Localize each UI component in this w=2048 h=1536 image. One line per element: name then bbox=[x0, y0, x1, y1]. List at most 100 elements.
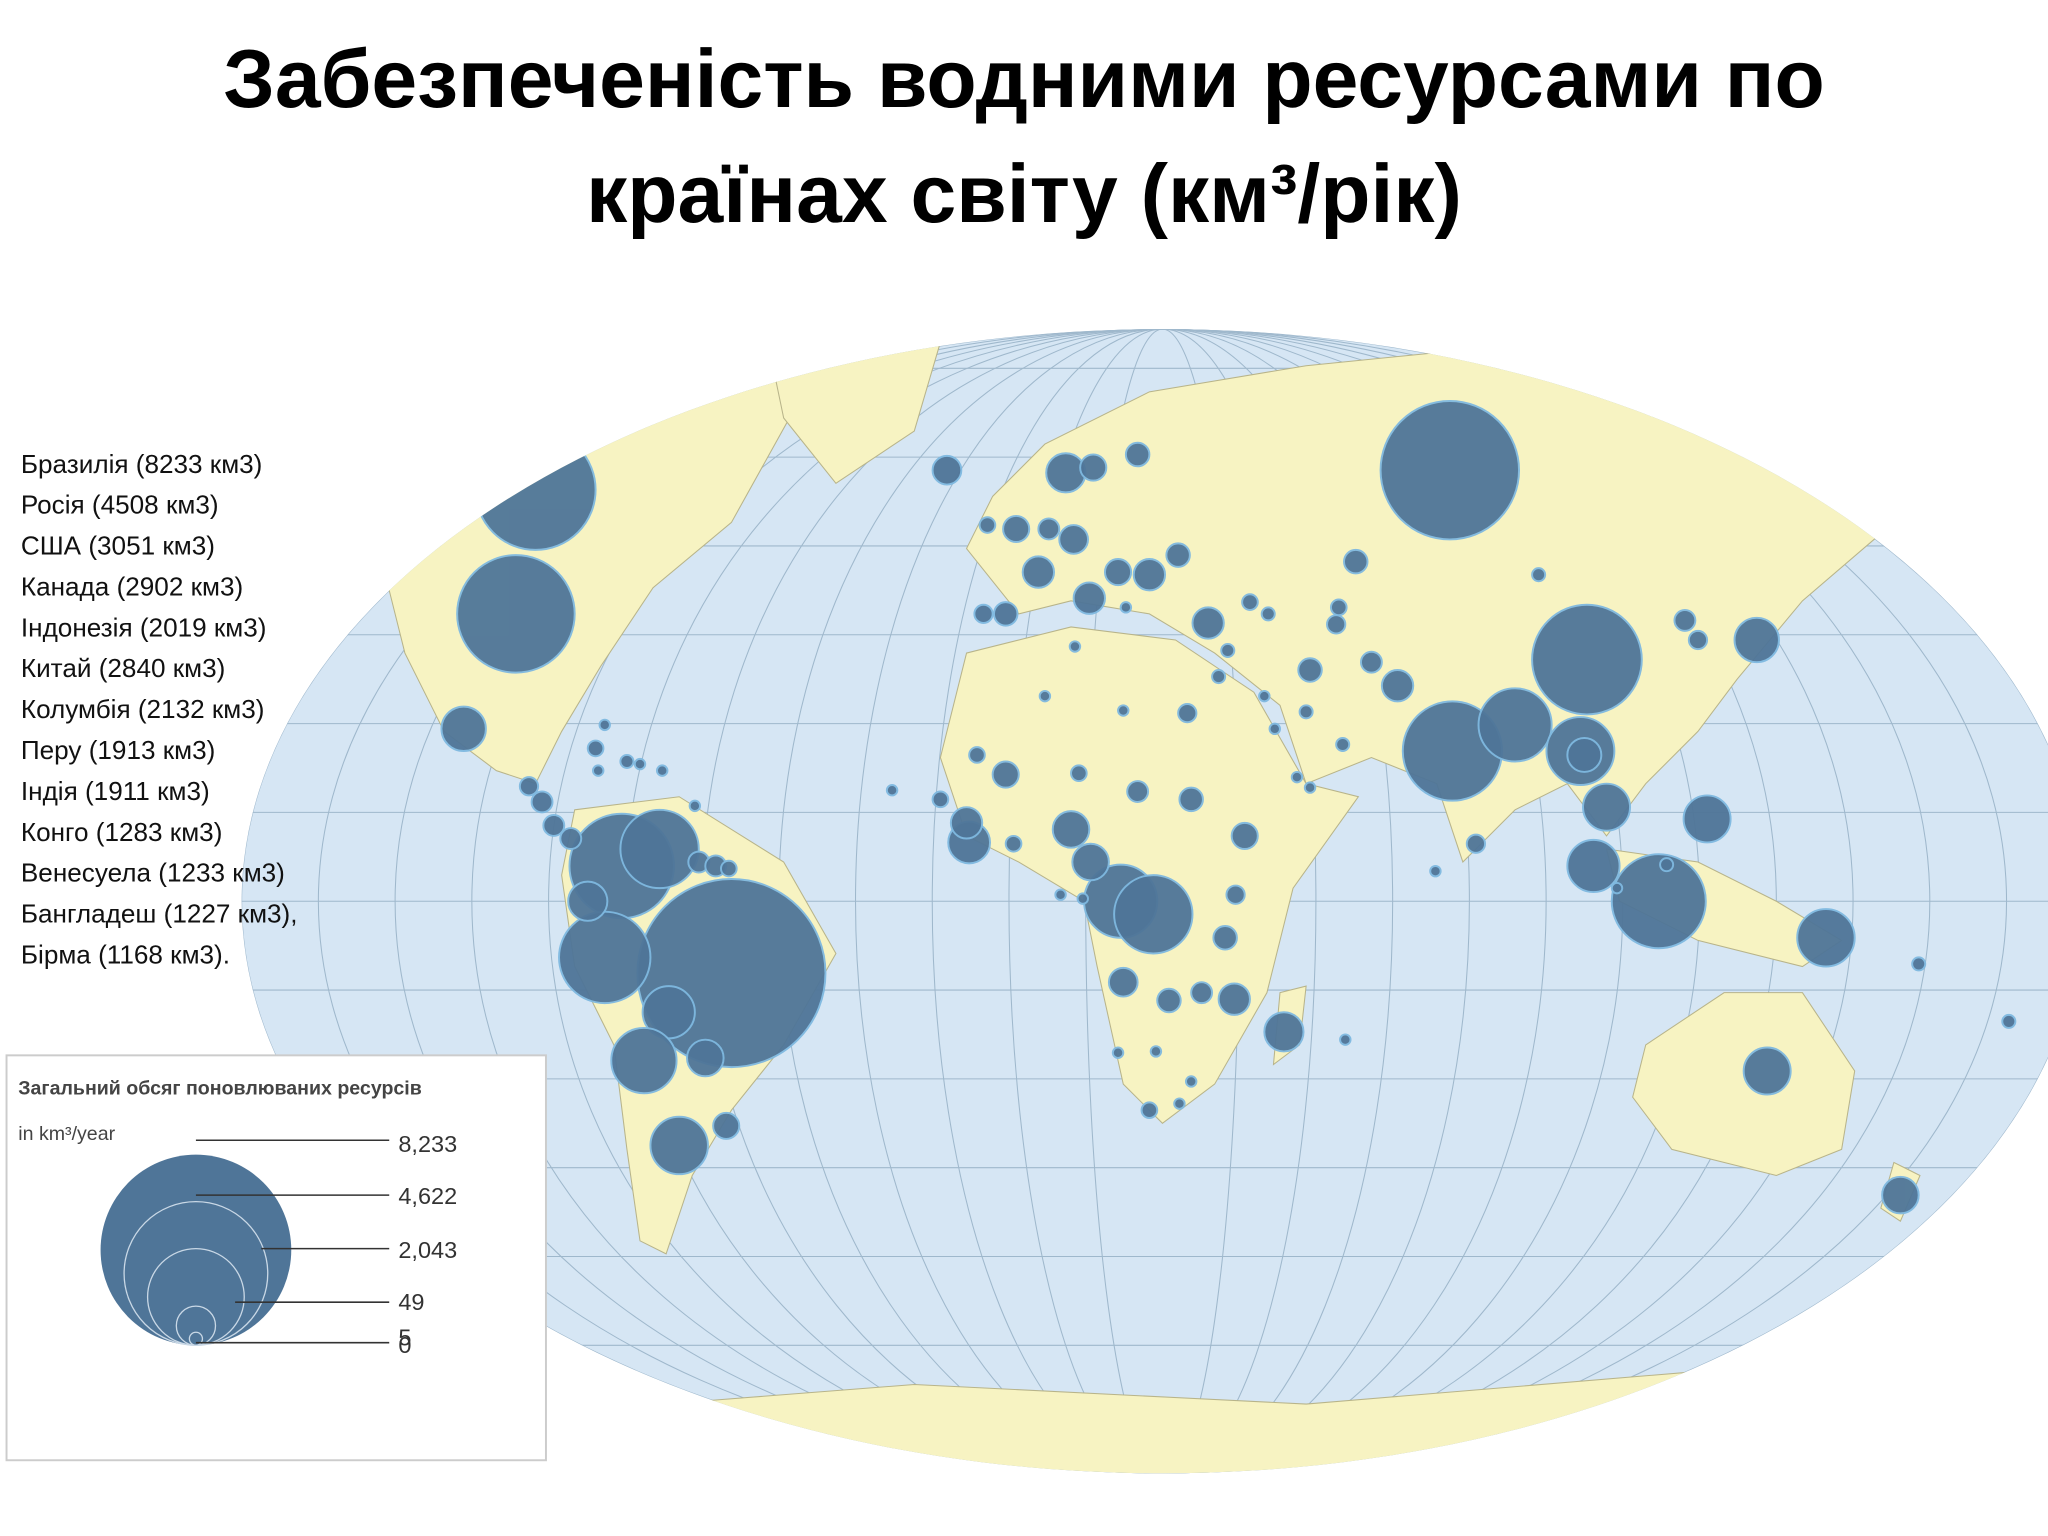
legend-circle bbox=[100, 1154, 292, 1346]
water-bubble bbox=[1217, 982, 1251, 1016]
water-bubble bbox=[1335, 736, 1351, 752]
water-bubble bbox=[1326, 614, 1347, 635]
water-bubble bbox=[633, 757, 647, 771]
water-bubble bbox=[1037, 517, 1061, 541]
water-bubble bbox=[2001, 1013, 2017, 1029]
legend-title: Загальний обсяг поновлюваних ресурсів bbox=[18, 1078, 422, 1100]
legend-leaders bbox=[195, 1139, 390, 1344]
water-bubble bbox=[518, 776, 540, 797]
water-bubble bbox=[586, 739, 605, 758]
water-bubble bbox=[1911, 956, 1927, 972]
water-bubble bbox=[1104, 558, 1133, 587]
legend-label: 2,043 bbox=[398, 1237, 457, 1263]
water-bubble bbox=[619, 753, 635, 769]
water-bubble bbox=[1566, 736, 1603, 773]
water-bubble bbox=[1343, 548, 1369, 575]
legend-label: 0 bbox=[398, 1332, 411, 1358]
water-bubble bbox=[1071, 842, 1110, 882]
country-note: Колумбія (2132 км3) bbox=[21, 694, 265, 724]
water-bubble bbox=[991, 760, 1020, 789]
water-bubble bbox=[1263, 1011, 1305, 1053]
water-bubble bbox=[559, 827, 583, 850]
legend: Загальний обсяг поновлюваних ресурсів in… bbox=[5, 1054, 547, 1462]
water-bubble bbox=[1124, 441, 1151, 468]
water-bubble bbox=[1303, 781, 1317, 794]
country-note: Бангладеш (1227 км3), bbox=[21, 899, 298, 929]
water-bubble bbox=[1038, 689, 1052, 703]
water-bubble bbox=[1117, 704, 1130, 717]
water-bubble bbox=[1184, 1075, 1198, 1088]
water-bubble bbox=[1610, 853, 1707, 950]
water-bubble bbox=[973, 603, 994, 624]
water-bubble bbox=[1004, 834, 1023, 853]
water-bubble bbox=[931, 790, 950, 809]
water-bubble bbox=[1379, 399, 1520, 541]
water-bubble bbox=[1297, 657, 1323, 683]
water-bubble bbox=[1051, 810, 1091, 849]
water-bubble bbox=[1258, 689, 1271, 703]
water-bubble bbox=[1220, 642, 1236, 658]
water-bubble bbox=[1054, 888, 1067, 901]
water-bubble bbox=[1360, 650, 1383, 674]
country-note: Індія (1911 км3) bbox=[21, 776, 210, 806]
legend-label: 5 bbox=[398, 1324, 411, 1350]
water-bubble bbox=[1796, 908, 1856, 968]
water-bubble bbox=[1212, 925, 1238, 951]
title-line: Забезпеченість водними ресурсами по bbox=[223, 34, 1824, 125]
water-bubble bbox=[978, 516, 997, 534]
water-bubble bbox=[686, 1038, 725, 1078]
water-bubble bbox=[1329, 598, 1348, 617]
country-note: Китай (2840 км3) bbox=[21, 653, 225, 683]
legend-rings bbox=[123, 1200, 269, 1346]
legend-label: 8,233 bbox=[398, 1131, 457, 1157]
legend-unit: in km³/year bbox=[18, 1123, 115, 1145]
water-bubble bbox=[456, 554, 576, 674]
country-note: Канада (2902 км3) bbox=[21, 571, 243, 601]
water-bubble bbox=[619, 808, 700, 890]
water-bubble bbox=[1119, 601, 1133, 614]
water-bubble bbox=[1190, 981, 1214, 1005]
water-bubble bbox=[968, 746, 986, 764]
title-line: країнах світу (км³/рік) bbox=[586, 149, 1462, 240]
water-bubble bbox=[1531, 603, 1643, 716]
water-bubble bbox=[1477, 687, 1553, 763]
legend-labels: 8,233 4,622 2,043 49 50 bbox=[398, 1131, 457, 1358]
water-bubble bbox=[1610, 881, 1624, 895]
country-note: США (3051 км3) bbox=[21, 531, 215, 561]
legend-label: 49 bbox=[398, 1289, 424, 1315]
water-bubble bbox=[1058, 524, 1089, 555]
water-bubble bbox=[992, 601, 1019, 627]
country-note: Бразилія (8233 км3) bbox=[21, 449, 262, 479]
water-bubble bbox=[1225, 884, 1246, 905]
water-bubble bbox=[1733, 616, 1780, 664]
water-bubble bbox=[885, 784, 899, 797]
water-bubble bbox=[1002, 514, 1031, 544]
water-bubble bbox=[1149, 1045, 1163, 1058]
water-bubble bbox=[1045, 452, 1087, 494]
water-bubble bbox=[530, 790, 554, 814]
water-bubble bbox=[1659, 857, 1675, 873]
water-bubble bbox=[1079, 453, 1108, 482]
water-bubble bbox=[1126, 780, 1150, 803]
water-bubble bbox=[1230, 821, 1259, 850]
water-bubble bbox=[712, 1111, 741, 1140]
water-bubble bbox=[1070, 764, 1088, 783]
water-bubble bbox=[1881, 1175, 1920, 1215]
water-bubble bbox=[1742, 1046, 1792, 1096]
water-bubble bbox=[610, 1026, 678, 1095]
water-bubble bbox=[1113, 874, 1194, 955]
water-bubble bbox=[1111, 1046, 1125, 1059]
water-bubble bbox=[1072, 581, 1106, 615]
water-bubble bbox=[592, 764, 605, 777]
water-bubble bbox=[1076, 892, 1089, 905]
water-bubble bbox=[1687, 629, 1709, 651]
water-bubble bbox=[1156, 987, 1182, 1014]
water-bubble bbox=[1177, 703, 1198, 724]
water-bubble bbox=[1682, 794, 1732, 844]
water-bubble bbox=[1132, 558, 1167, 592]
country-list: Бразилія (8233 км3) Росія (4508 км3) США (… bbox=[21, 449, 298, 970]
water-bubble bbox=[1211, 669, 1227, 685]
water-bubble bbox=[542, 814, 566, 837]
water-bubble bbox=[931, 454, 963, 486]
